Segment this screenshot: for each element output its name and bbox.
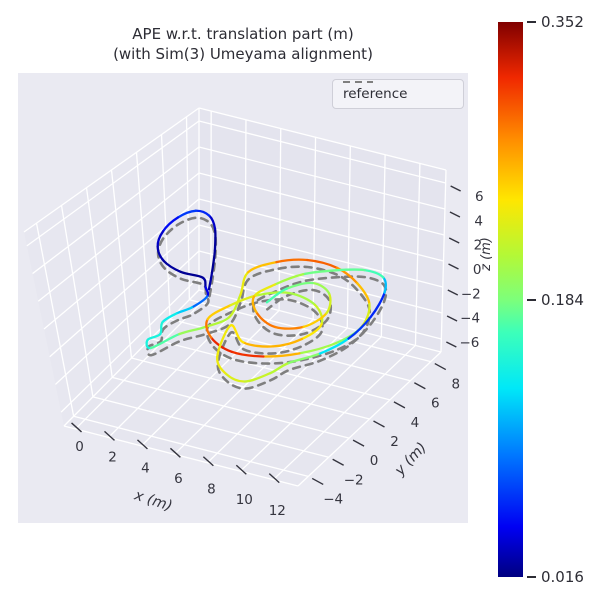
colorbar-tick-min: 0.016 [527, 568, 584, 586]
svg-text:−6: −6 [459, 335, 479, 351]
svg-text:4: 4 [411, 415, 420, 431]
estimate-trajectory [145, 209, 388, 383]
svg-text:2: 2 [390, 434, 399, 450]
svg-text:0: 0 [75, 439, 84, 455]
svg-text:0: 0 [370, 453, 379, 469]
svg-text:10: 10 [236, 492, 253, 508]
svg-text:4: 4 [141, 460, 150, 476]
svg-text:6: 6 [431, 396, 440, 412]
colorbar-tick-max: 0.352 [527, 13, 584, 31]
svg-text:12: 12 [269, 503, 286, 519]
chart-title-line1: APE w.r.t. translation part (m) [132, 25, 354, 43]
svg-text:2: 2 [474, 238, 483, 254]
pane-left-wall [24, 108, 199, 426]
colorbar-min-value: 0.016 [541, 568, 584, 586]
colorbar-tickmark-icon [527, 576, 536, 578]
colorbar-tickmark-icon [527, 21, 536, 23]
svg-text:−4: −4 [323, 491, 343, 507]
z-axis-label: z (m) [479, 237, 494, 272]
svg-text:4: 4 [474, 213, 483, 229]
svg-text:−4: −4 [460, 311, 480, 327]
reference-dash-icon [343, 81, 373, 83]
colorbar-tickmark-icon [527, 299, 536, 301]
svg-text:6: 6 [174, 471, 183, 487]
svg-text:8: 8 [451, 377, 460, 393]
grid-lines [23, 107, 447, 487]
svg-text:−2: −2 [344, 472, 364, 488]
colorbar [498, 22, 523, 577]
colorbar-tick-mid: 0.184 [527, 291, 584, 309]
svg-text:6: 6 [475, 189, 484, 205]
svg-text:2: 2 [108, 450, 117, 466]
legend-label-reference: reference [343, 86, 408, 102]
svg-text:−2: −2 [461, 286, 481, 302]
legend: reference [332, 79, 464, 109]
svg-text:0: 0 [473, 262, 482, 278]
chart-title-line2: (with Sim(3) Umeyama alignment) [113, 45, 373, 63]
chart-title: APE w.r.t. translation part (m) (with Si… [18, 24, 468, 64]
colorbar-mid-value: 0.184 [541, 291, 584, 309]
svg-text:8: 8 [207, 482, 216, 498]
colorbar-max-value: 0.352 [541, 13, 584, 31]
